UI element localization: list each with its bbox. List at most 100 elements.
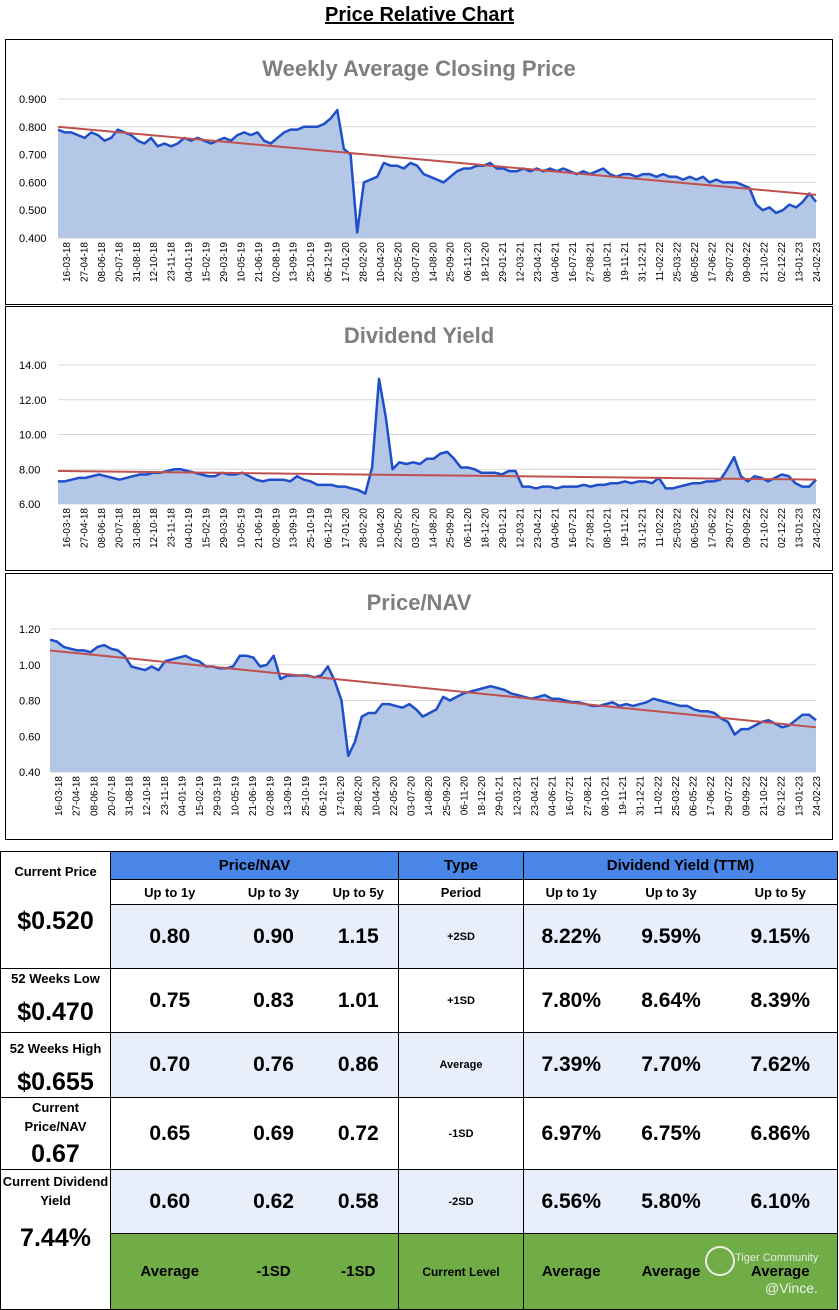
watermark-line2: @Vince. [765, 1280, 818, 1296]
table-cell: 6.86% [723, 1097, 839, 1170]
x-tick-label: 16-03-18 [62, 508, 73, 548]
current-level-cell: Average [523, 1233, 619, 1310]
x-tick-label: 23-11-18 [167, 508, 178, 548]
x-tick-label: 10-04-20 [376, 508, 387, 548]
table-cell: 8.22% [523, 904, 619, 969]
x-tick-label: 27-04-18 [79, 508, 90, 548]
x-tick-label: 24-02-23 [812, 242, 823, 282]
x-tick-label: 02-12-22 [777, 776, 788, 816]
table-cell: 7.39% [523, 1032, 619, 1098]
x-tick-label: 28-02-20 [359, 242, 370, 282]
x-tick-label: 25-03-22 [672, 242, 683, 282]
x-tick-label: 29-07-22 [725, 242, 736, 282]
table-cell: 0.75 [110, 968, 229, 1033]
x-tick-label: 12-03-21 [512, 776, 523, 816]
table-cell: 1.01 [318, 968, 399, 1033]
price-chart: Weekly Average Closing Price 0.400 0.500 0.… [19, 56, 823, 282]
sub-header: Up to 5y [318, 879, 399, 905]
x-tick-label: 27-08-21 [585, 508, 596, 548]
x-tick-label: 20-07-18 [114, 242, 125, 282]
chart-title: Weekly Average Closing Price [262, 56, 575, 81]
table-cell: 0.70 [110, 1032, 229, 1098]
x-tick-label: 04-06-21 [550, 508, 561, 548]
x-tick-label: 31-12-21 [638, 242, 649, 282]
x-tick-label: 08-10-21 [603, 242, 614, 282]
x-tick-label: 28-02-20 [359, 508, 370, 548]
table-cell: +2SD [398, 904, 524, 969]
type-header: Type [398, 851, 524, 880]
trend-line [57, 125, 817, 196]
x-tick-label: 14-08-20 [428, 508, 439, 548]
y-tick-label: 0.40 [19, 767, 40, 779]
sub-header: Period [398, 879, 524, 905]
x-tick-label: 02-08-19 [266, 776, 277, 816]
x-tick-label: 02-12-22 [777, 508, 788, 548]
x-tick-label: 17-06-22 [707, 242, 718, 282]
x-tick-label: 08-10-21 [600, 776, 611, 816]
x-tick-label: 17-01-20 [341, 242, 352, 282]
x-tick-label: 21-06-19 [254, 242, 265, 282]
x-tick-label: 02-08-19 [271, 242, 282, 282]
dividend-yield-header: Dividend Yield (TTM) [522, 851, 839, 880]
x-tick-label: 09-09-22 [742, 242, 753, 282]
x-tick-label: 13-01-23 [795, 242, 806, 282]
dy-value: 7.44% [20, 1224, 91, 1252]
x-tick-label: 13-09-19 [289, 242, 300, 282]
x-tick-label: 15-02-19 [202, 508, 213, 548]
y-tick-label: 0.500 [19, 205, 47, 217]
price-nav-chart: Price/NAV 0.40 0.60 0.80 1.00 1.20 16-03-18 27-… [19, 590, 823, 816]
high-cell: 52 Weeks High $0.655 [0, 1032, 111, 1098]
table-row: 52 Weeks Low $0.470 0.75 0.83 1.01 +1SD … [0, 968, 839, 1033]
x-tick-label: 25-10-19 [301, 776, 312, 816]
table-cell: 8.39% [723, 968, 839, 1033]
y-tick-label: 8.00 [19, 464, 40, 476]
x-tick-label: 04-01-19 [177, 776, 188, 816]
x-tick-label: 29-07-22 [724, 776, 735, 816]
y-tick-label: 6.00 [19, 499, 40, 511]
y-tick-label: 0.800 [19, 122, 47, 134]
current-price-value: $0.520 [17, 907, 94, 935]
x-tick-label: 22-05-20 [389, 776, 400, 816]
page-title: Price Relative Chart [325, 4, 514, 26]
table-cell: 6.56% [523, 1169, 619, 1234]
x-tick-label: 16-07-21 [565, 776, 576, 816]
x-tick-label: 04-06-21 [548, 776, 559, 816]
x-tick-label: 06-11-20 [459, 776, 470, 816]
x-tick-label: 06-12-19 [324, 242, 335, 282]
x-tick-label: 29-03-19 [219, 508, 230, 548]
table-cell: 6.97% [523, 1097, 619, 1170]
pnav-cell: Current Price/NAV 0.67 [0, 1097, 111, 1170]
x-tick-label: 31-08-18 [125, 776, 136, 816]
x-tick-label: 10-05-19 [230, 776, 241, 816]
x-tick-label: 15-02-19 [195, 776, 206, 816]
x-tick-label: 21-10-22 [759, 776, 770, 816]
x-tick-label: 19-11-21 [618, 776, 629, 816]
current-price-label: Current Price [14, 864, 97, 879]
dividend-yield-chart-panel: Dividend Yield 6.00 8.00 10.00 12.00 14.00 16-… [5, 306, 833, 571]
y-tick-label: 0.900 [19, 94, 47, 106]
x-tick-label: 12-03-21 [515, 508, 526, 548]
table-cell: 9.15% [723, 904, 839, 969]
x-tick-label: 13-09-19 [283, 776, 294, 816]
y-tick-label: 0.700 [19, 150, 47, 162]
x-tick-label: 25-09-20 [446, 242, 457, 282]
tiger-logo-icon [705, 1246, 735, 1276]
table-cell: 7.62% [723, 1032, 839, 1098]
x-tick-label: 21-06-19 [254, 508, 265, 548]
x-tick-label: 17-01-20 [336, 776, 347, 816]
price-nav-header: Price/NAV [110, 851, 399, 880]
x-tick-label: 08-10-21 [603, 508, 614, 548]
x-tick-label: 15-02-19 [202, 242, 213, 282]
x-tick-label: 25-03-22 [671, 776, 682, 816]
sub-header: Up to 5y [723, 879, 839, 905]
chart-title: Dividend Yield [344, 323, 494, 348]
x-tick-label: 06-12-19 [318, 776, 329, 816]
x-tick-label: 02-08-19 [271, 508, 282, 548]
x-tick-label: 24-02-23 [812, 776, 823, 816]
x-tick-label: 06-05-22 [690, 242, 701, 282]
x-tick-label: 03-07-20 [411, 242, 422, 282]
x-tick-label: 22-05-20 [393, 242, 404, 282]
y-tick-label: 0.80 [19, 696, 40, 708]
x-tick-label: 29-03-19 [219, 242, 230, 282]
x-tick-label: 19-11-21 [620, 242, 631, 282]
